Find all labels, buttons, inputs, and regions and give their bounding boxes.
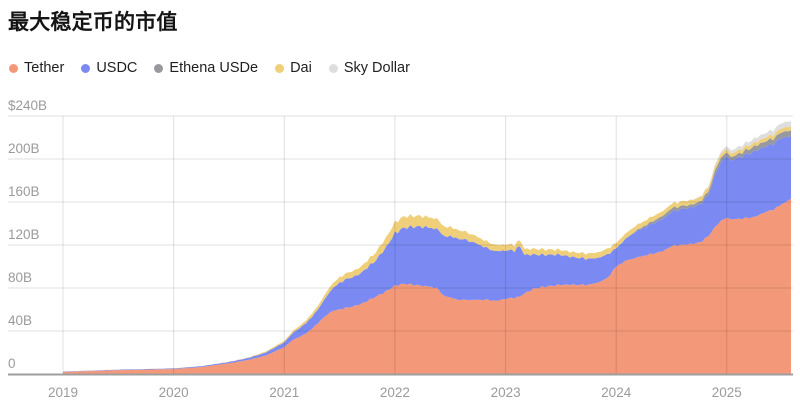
area-tether xyxy=(63,198,791,374)
legend-dot-ethena-usde xyxy=(154,63,164,73)
y-tick-200: 200B xyxy=(8,141,40,156)
gridlines xyxy=(8,115,793,376)
legend-label: Dai xyxy=(290,60,312,76)
x-tick-2019: 2019 xyxy=(48,385,78,400)
legend-item-tether: Tether xyxy=(9,60,64,76)
legend-label: USDC xyxy=(96,60,138,76)
axis-labels: $240B 200B 160B 120B 80B 40B 0 2019 2020 2021 2022… xyxy=(8,98,742,400)
y-tick-40: 40B xyxy=(8,313,32,328)
y-tick-240: $240B xyxy=(8,98,47,113)
legend-label: Tether xyxy=(24,60,65,76)
x-tick-2024: 2024 xyxy=(601,385,632,400)
x-tick-2023: 2023 xyxy=(491,385,521,400)
y-tick-80: 80B xyxy=(8,270,32,285)
area-bands xyxy=(63,121,791,374)
legend-dot-usdc xyxy=(81,63,91,73)
legend-item-sky-dollar: Sky Dollar xyxy=(328,60,410,76)
chart-title: 最大稳定币的市值 xyxy=(8,11,178,34)
y-tick-160: 160B xyxy=(8,184,40,199)
legend-item-ethena-usde: Ethena USDe xyxy=(154,60,258,76)
legend-dot-tether xyxy=(9,63,18,73)
legend-label: Sky Dollar xyxy=(343,60,410,76)
x-tick-2021: 2021 xyxy=(269,385,299,400)
legend-dot-dai xyxy=(275,63,285,73)
legend-item-usdc: USDC xyxy=(81,60,137,76)
x-tick-2022: 2022 xyxy=(380,385,410,400)
legend-dot-sky-dollar xyxy=(328,63,338,73)
legend-item-dai: Dai xyxy=(275,60,312,76)
x-tick-2020: 2020 xyxy=(159,385,189,400)
area-usdc xyxy=(63,136,791,372)
y-tick-0: 0 xyxy=(8,356,16,371)
y-tick-120: 120B xyxy=(8,227,40,242)
legend: Tether USDC Ethena USDe Dai Sky Dollar xyxy=(9,60,410,76)
legend-label: Ethena USDe xyxy=(169,60,259,76)
x-tick-2025: 2025 xyxy=(712,385,742,400)
